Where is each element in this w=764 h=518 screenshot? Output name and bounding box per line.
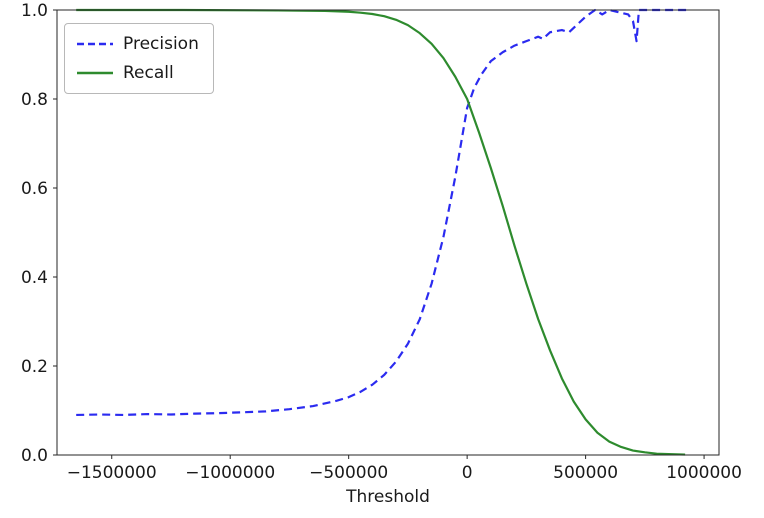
y-tick-label: 0.8 [21,90,48,110]
x-tick-label: 1000000 [666,463,742,483]
y-tick-label: 1.0 [21,1,48,21]
x-tick-label: −1500000 [67,463,157,483]
plot-border [56,9,720,456]
legend: Precision Recall [64,23,214,94]
precision-line-sample-icon [77,42,113,46]
y-tick-label: 0.6 [21,179,48,199]
x-tick-label: −1000000 [185,463,275,483]
legend-label-precision: Precision [123,34,199,54]
precision-line [76,8,690,417]
x-tick-label: 500000 [553,463,618,483]
legend-label-recall: Recall [123,63,174,83]
legend-item-precision: Precision [77,33,199,55]
y-tick-label: 0.4 [21,268,48,288]
y-tick-label: 0.2 [21,357,48,377]
legend-item-recall: Recall [77,62,199,84]
x-axis-label: Threshold [345,487,430,507]
recall-line [76,8,686,456]
x-tick-label: −500000 [309,463,388,483]
x-tick-label: 0 [462,463,473,483]
y-tick-label: 0.0 [21,446,48,466]
recall-line-sample-icon [77,71,113,75]
